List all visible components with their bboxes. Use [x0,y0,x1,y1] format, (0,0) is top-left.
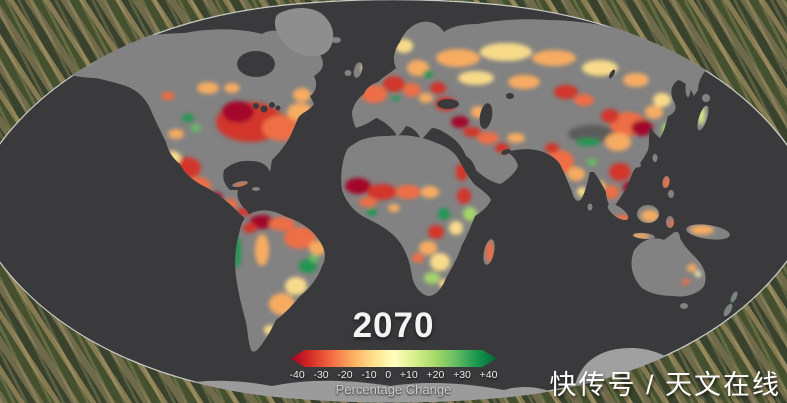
legend-tick: 0 [385,369,392,381]
legend-colorbar [291,350,497,367]
legend-tick: -20 [337,369,353,381]
legend-tick: +10 [399,369,418,381]
year-label: 2070 [352,306,435,345]
data-overlay-layer [83,39,736,335]
map-legend: 2070 -40 -30 -20 -10 0 +10 +20 +30 +40 P… [274,308,514,397]
legend-tick: +20 [426,369,445,381]
legend-tick: -10 [361,369,377,381]
legend-caption: Percentage Change [335,382,452,397]
lakes-layer [237,51,616,155]
watermark-text: 快传号 / 天文在线 [549,370,781,400]
legend-tick: +40 [479,369,498,381]
legend-tick: +30 [453,369,471,381]
legend-ticks: -40 -30 -20 -10 0 +10 +20 +30 +40 [290,369,498,381]
legend-tick: -30 [313,369,329,381]
greenland [274,8,334,57]
legend-tick: -40 [289,369,305,381]
